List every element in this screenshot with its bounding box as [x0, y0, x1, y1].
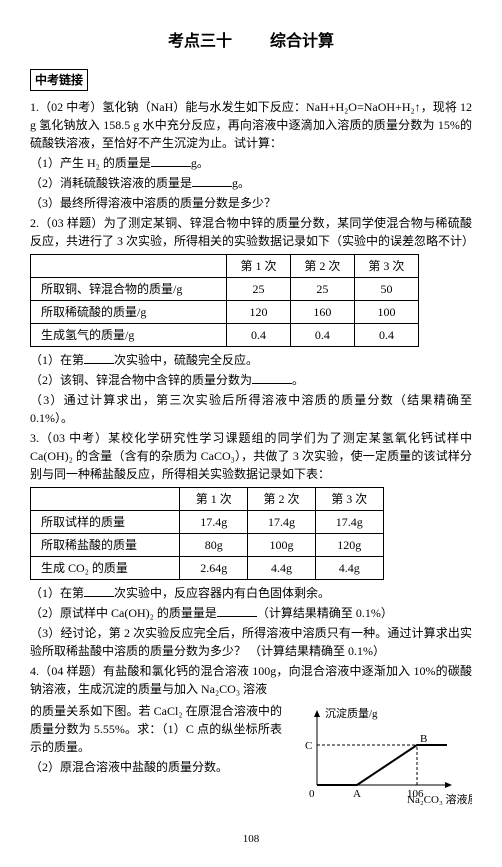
- blank: [252, 371, 292, 384]
- title-part-b: 综合计算: [270, 33, 334, 50]
- q4-intro: 4.（04 样题）有盐酸和氯化钙的混合溶液 100g，向混合溶液中逐渐加入 10…: [30, 662, 472, 698]
- chart-svg: 沉淀质量/gNa₂CO₃ 溶液质量/gBC0A106: [292, 700, 472, 810]
- q1-intro: 1.（02 中考）氢化钠（NaH）能与水发生如下反应：NaH+H₂O=NaOH+…: [30, 98, 472, 152]
- section-label: 中考链接: [30, 69, 88, 91]
- q4-text2: 的质量关系如下图。若 CaCl₂ 在原混合溶液中的质量分数为 5.55%。求：（…: [30, 702, 282, 756]
- q2-intro: 2.（03 样题）为了测定某铜、锌混合物中锌的质量分数，某同学使混合物与稀硫酸反…: [30, 214, 472, 250]
- q1-sub1: （1）产生 H₂ 的质量是g。: [30, 154, 472, 172]
- q3-intro: 3.（03 中考）某校化学研究性学习课题组的同学们为了测定某氢氧化钙试样中 Ca…: [30, 429, 472, 483]
- q3-table: 第 1 次 第 2 次 第 3 次 所取试样的质量17.4g17.4g17.4g…: [30, 487, 384, 580]
- page-title: 考点三十 综合计算: [30, 30, 472, 54]
- svg-text:0: 0: [309, 788, 315, 800]
- q4-text3: （2）原混合溶液中盐酸的质量分数。: [30, 758, 282, 776]
- q3-sub1: （1）在第次实验中，反应容器内有白色固体剩余。: [30, 584, 472, 602]
- q1-sub2: （2）消耗硫酸铁溶液的质量是g。: [30, 174, 472, 192]
- q3-sub2: （2）原试样中 Ca(OH)₂ 的质量量是（计算结果精确至 0.1%）: [30, 604, 472, 622]
- q2-sub2: （2）该铜、锌混合物中含锌的质量分数为。: [30, 371, 472, 389]
- q2-sub3: （3）通过计算求出，第三次实验后所得溶液中溶质的质量分数（结果精确至 0.1%）…: [30, 391, 472, 427]
- blank: [192, 174, 232, 187]
- svg-text:沉淀质量/g: 沉淀质量/g: [325, 706, 378, 720]
- q2-sub1: （1）在第次实验中，硫酸完全反应。: [30, 351, 472, 369]
- blank: [217, 604, 257, 617]
- svg-text:106: 106: [407, 788, 424, 800]
- q2-table: 第 1 次 第 2 次 第 3 次 所取铜、锌混合物的质量/g252550 所取…: [30, 254, 419, 347]
- q1-sub3: （3）最终所得溶液中溶质的质量分数是多少？: [30, 194, 472, 212]
- page-number: 108: [30, 831, 472, 848]
- blank: [84, 584, 114, 597]
- svg-text:B: B: [420, 733, 427, 745]
- blank: [151, 154, 191, 167]
- title-part-a: 考点三十: [168, 33, 232, 50]
- q4-chart: 沉淀质量/gNa₂CO₃ 溶液质量/gBC0A106: [292, 700, 472, 816]
- svg-text:A: A: [353, 788, 361, 800]
- q3-sub3: （3）经讨论，第 2 次实验反应完全后，所得溶液中溶质只有一种。通过计算求出实验…: [30, 624, 472, 660]
- blank: [84, 351, 114, 364]
- svg-text:C: C: [305, 740, 312, 752]
